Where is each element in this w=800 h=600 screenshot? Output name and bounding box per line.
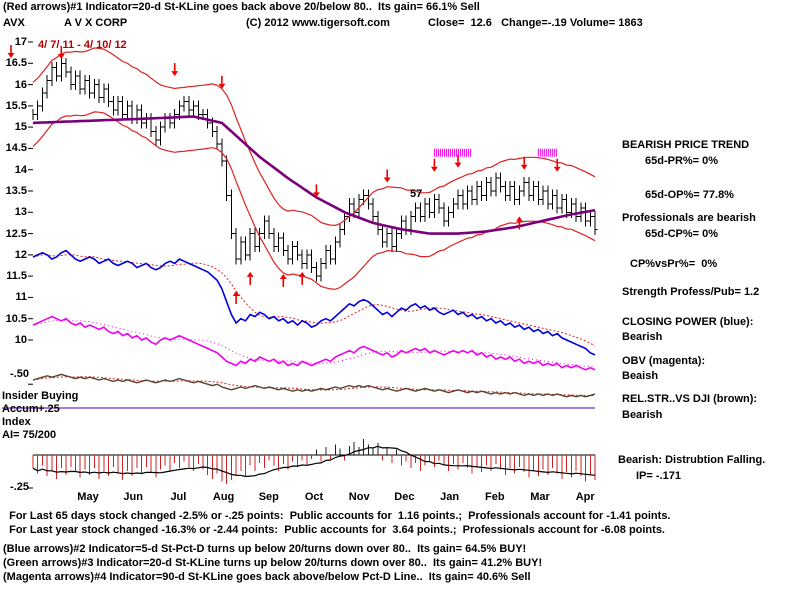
signal-legend-green: (Green arrows)#3 Indicator=20-d St-KLine…	[3, 557, 543, 569]
month-label: Dec	[394, 491, 415, 503]
month-label: Nov	[348, 491, 370, 503]
cp-vs-pr-value: CP%vsPr%= 0%	[630, 258, 718, 270]
cp-pct-value: 65d-CP%= 0%	[645, 228, 719, 240]
index-label: Index	[2, 416, 31, 428]
copyright-text: (C) 2012 www.tigersoft.com	[246, 17, 390, 29]
indicator-value-annotation: 57	[410, 188, 423, 200]
stat-year: For Last year stock changed -16.3% or -2…	[3, 524, 665, 536]
month-label: Feb	[485, 491, 505, 503]
insider-buying-label: Insider Buying	[2, 390, 79, 402]
ai-ratio-label: AI= 75/200	[2, 429, 57, 441]
ticker-symbol: AVX	[3, 17, 25, 29]
closing-power-status: Bearish	[622, 331, 663, 343]
month-axis: May Jun Jul Aug Sep Oct Nov Dec Jan Feb Mar Apr	[0, 491, 800, 505]
professionals-status: Professionals are bearish	[622, 212, 756, 224]
month-label: Aug	[212, 491, 235, 503]
relstr-axis-tick-label: -.50	[10, 368, 29, 380]
relstr-label: REL.STR..VS DJI (brown):	[622, 393, 758, 405]
distribution-status: Bearish: Distrubtion Falling.	[618, 454, 766, 466]
quote-summary: Close= 12.6 Change=-.19 Volume= 1863	[428, 17, 643, 29]
op-pct-value: 65d-OP%= 77.8%	[645, 189, 734, 201]
month-label: Sep	[258, 491, 279, 503]
month-label: Mar	[530, 491, 550, 503]
obv-status: Beaish	[622, 370, 659, 382]
company-name: A V X CORP	[64, 17, 128, 29]
signal-legend-magenta: (Magenta arrows)#4 Indicator=90-d St-KLi…	[3, 571, 531, 583]
month-label: Apr	[575, 491, 595, 503]
month-label: Jul	[170, 491, 187, 503]
closing-power-label: CLOSING POWER (blue):	[622, 316, 754, 328]
trend-status-label: BEARISH PRICE TREND	[622, 139, 750, 151]
pr-pct-value: 65d-PR%= 0%	[645, 155, 719, 167]
relstr-status: Bearish	[622, 409, 663, 421]
signal-legend-blue: (Blue arrows)#2 Indicator=5-d St-Pct-D t…	[3, 543, 527, 555]
month-label: Jan	[440, 491, 460, 503]
stat-65day: For Last 65 days stock changed -2.5% or …	[3, 510, 671, 522]
signal-legend-red: (Red arrows)#1 Indicator=20-d St-KLine g…	[3, 1, 480, 13]
month-label: Oct	[304, 491, 324, 503]
ip-value: IP= -.171	[636, 470, 681, 482]
obv-label: OBV (magenta):	[622, 355, 706, 367]
month-label: Jun	[123, 491, 143, 503]
month-label: May	[77, 491, 99, 503]
date-range-label: 4/ 7/ 11 - 4/ 10/ 12	[38, 39, 127, 51]
accum-label: Accum	[2, 403, 39, 415]
footer-statistics: For Last 65 days stock changed -2.5% or …	[3, 509, 797, 584]
strength-ratio: Strength Profess/Pub= 1.2	[622, 286, 760, 298]
ai-axis-tick-label: -.25	[10, 481, 29, 493]
accum-value: +.25	[38, 403, 60, 415]
